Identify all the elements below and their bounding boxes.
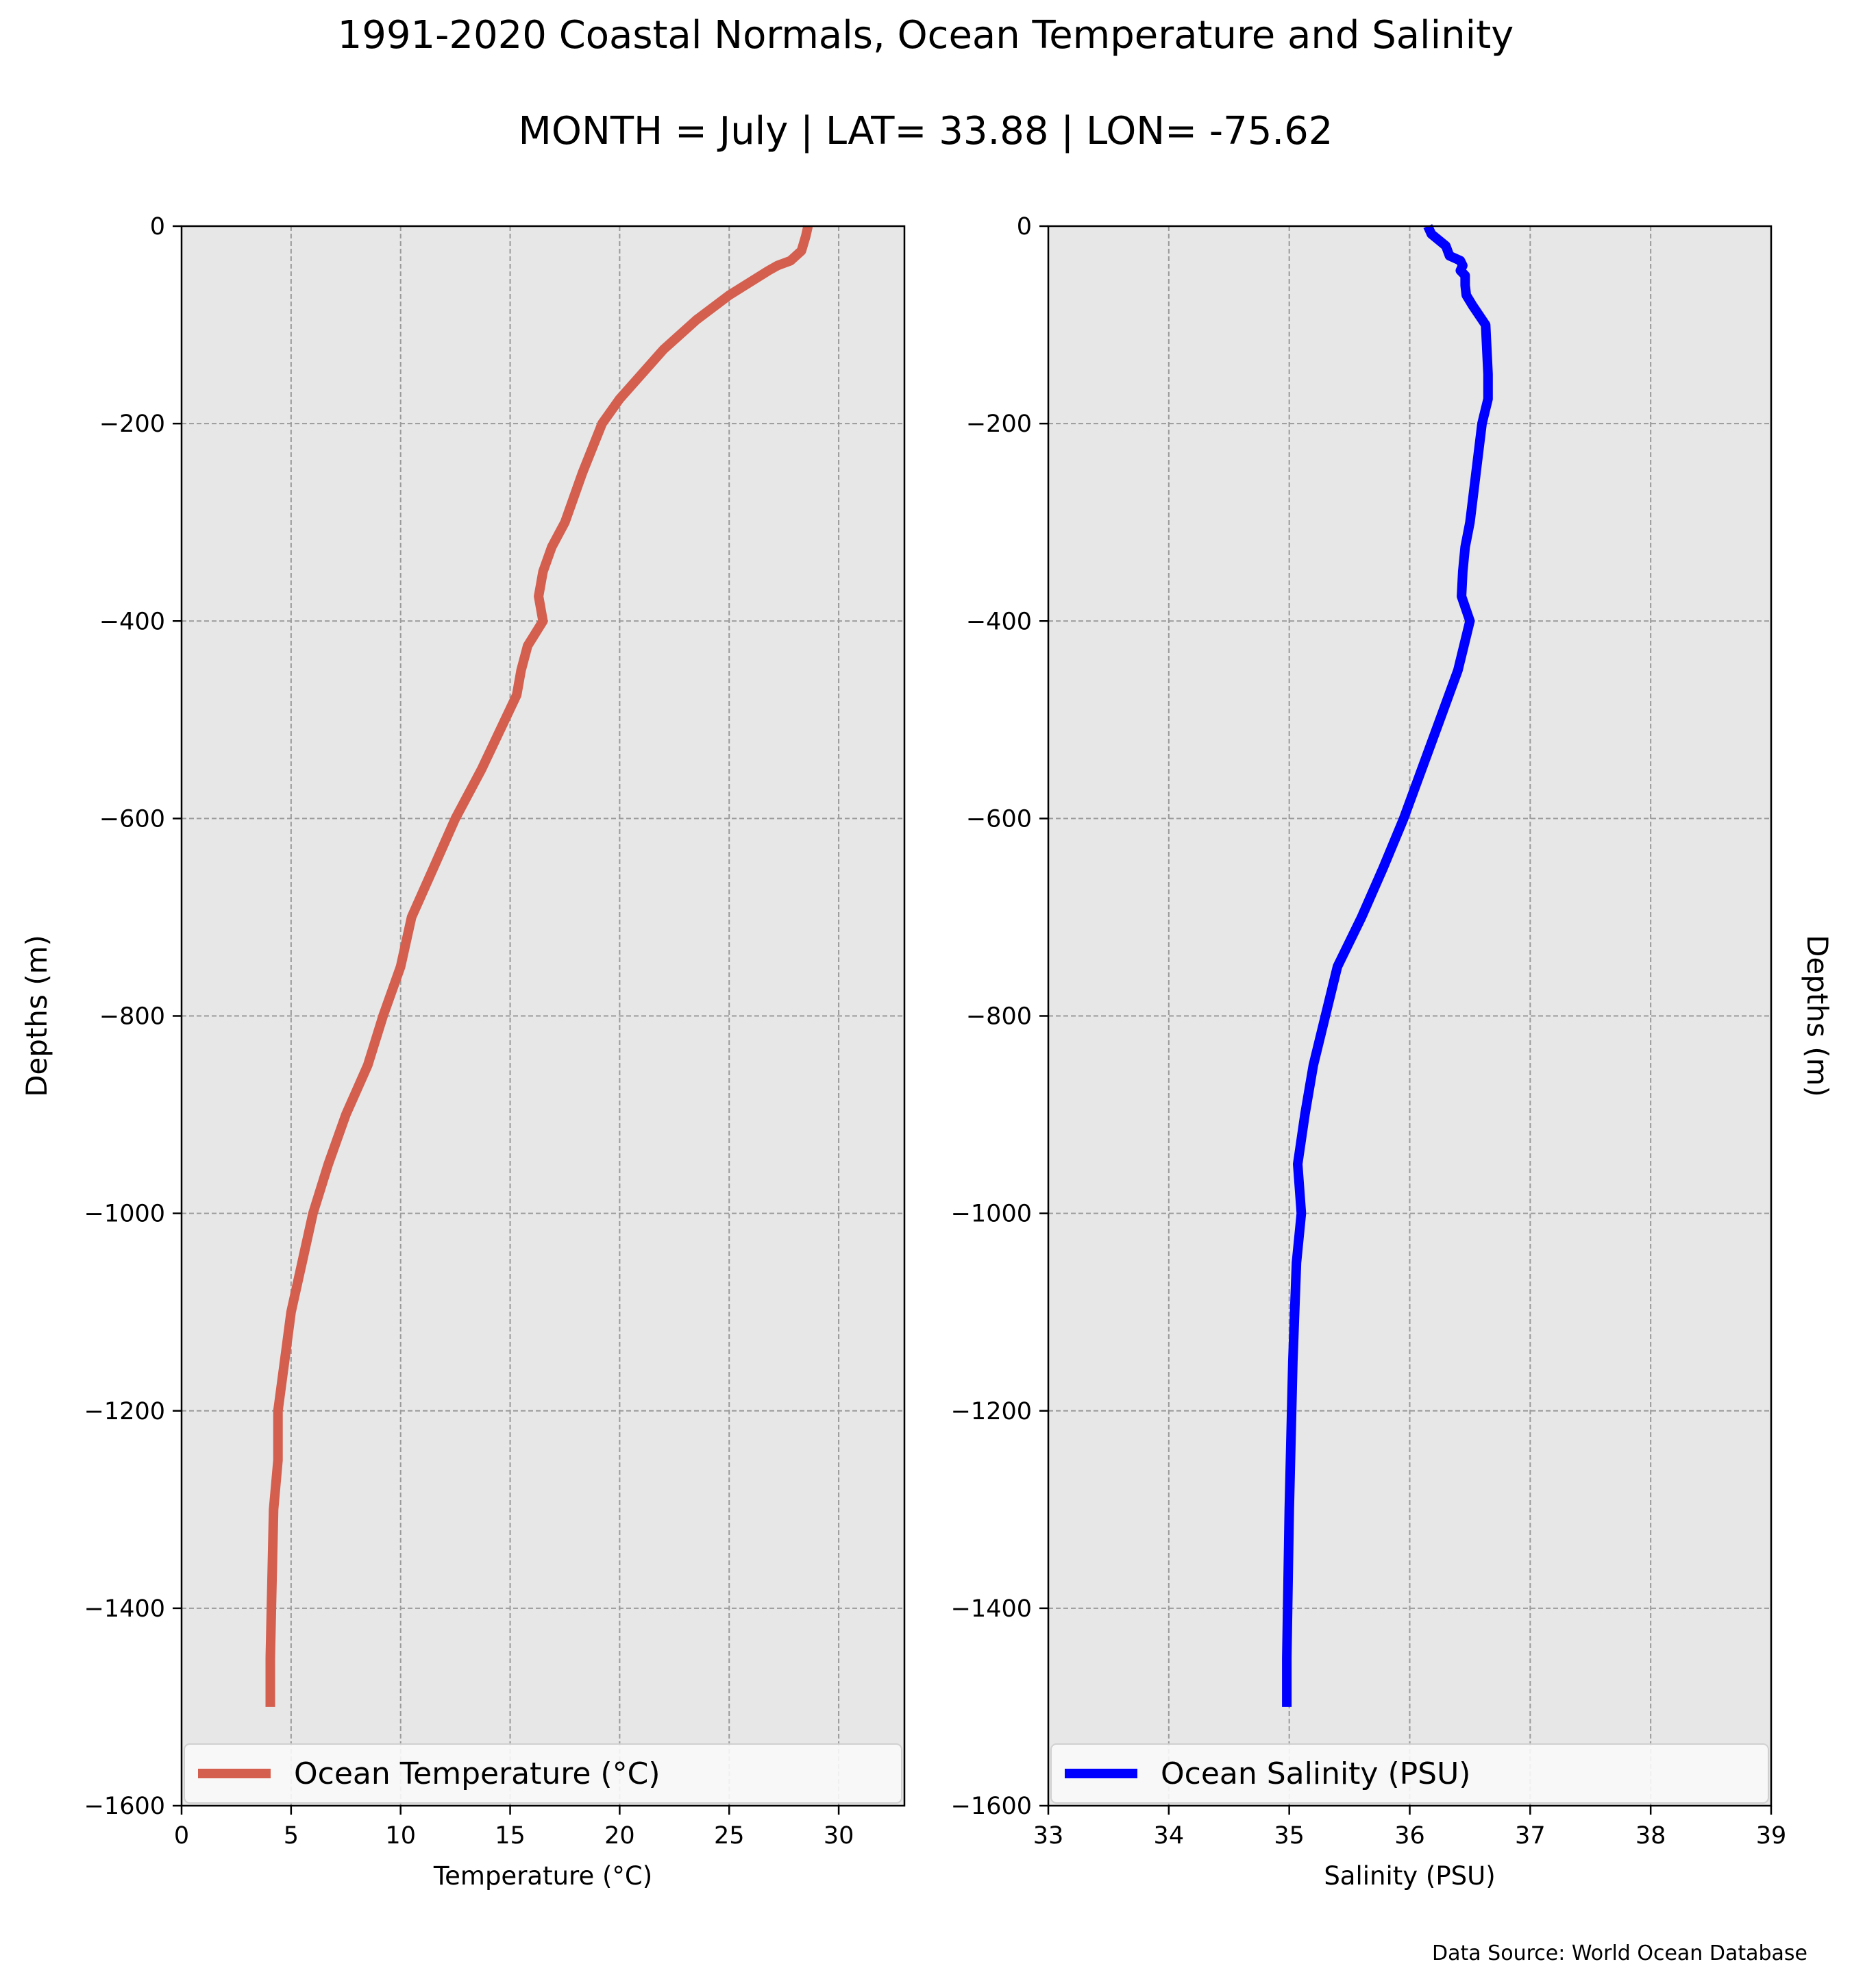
temperature-y-tick-label: −1400 (84, 1595, 165, 1623)
temperature-y-tick-label: −1000 (84, 1201, 165, 1228)
data-source-note: Data Source: World Ocean Database (1432, 1941, 1807, 1965)
temperature-legend: Ocean Temperature (°C) (184, 1743, 902, 1804)
temperature-x-tick-label: 10 (385, 1822, 416, 1850)
temperature-x-tick-label: 15 (495, 1822, 526, 1850)
temperature-x-tick-label: 25 (714, 1822, 745, 1850)
salinity-x-tick-label: 38 (1635, 1822, 1666, 1850)
temperature-y-tick-label: −600 (99, 805, 165, 833)
salinity-y-tick-label: −1000 (951, 1201, 1032, 1228)
salinity-y-tick-label: −600 (966, 805, 1032, 833)
salinity-y-tick-label: −800 (966, 1003, 1032, 1031)
temperature-y-tick-label: −800 (99, 1003, 165, 1031)
salinity-legend-box (1050, 1743, 1769, 1804)
salinity-series-line (1282, 224, 1493, 1707)
salinity-legend-label: Ocean Salinity (PSU) (1161, 1756, 1470, 1791)
temperature-legend-label: Ocean Temperature (°C) (294, 1756, 660, 1791)
salinity-y-axis-label: Depths (m) (1801, 935, 1834, 1097)
temperature-x-axis-label: Temperature (°C) (433, 1861, 652, 1891)
temperature-x-tick-label: 20 (604, 1822, 635, 1850)
salinity-y-tick-label: −200 (966, 410, 1032, 438)
salinity-chart: 33 34 35 36 37 38 39 0 −200 −400 −600 −800 −1000 −120… (951, 213, 1834, 1891)
temperature-y-tick-label: −1200 (84, 1398, 165, 1425)
temperature-y-tick-label: −1600 (84, 1793, 165, 1820)
salinity-x-tick-label: 33 (1033, 1822, 1064, 1850)
salinity-legend: Ocean Salinity (PSU) (1050, 1743, 1769, 1804)
temperature-x-tick-label: 0 (174, 1822, 189, 1850)
salinity-x-tick-label: 39 (1756, 1822, 1787, 1850)
salinity-x-tick-label: 34 (1154, 1822, 1185, 1850)
salinity-x-tick-label: 37 (1515, 1822, 1546, 1850)
salinity-y-tick-label: −1600 (951, 1793, 1032, 1820)
temperature-y-tick-label: −400 (99, 608, 165, 635)
temperature-y-tick-label: −200 (99, 410, 165, 438)
temperature-plot-area (182, 226, 904, 1806)
salinity-y-tick-label: −1400 (951, 1595, 1032, 1623)
salinity-x-tick-label: 36 (1394, 1822, 1425, 1850)
temperature-y-tick-label: 0 (150, 213, 165, 241)
salinity-x-tick-label: 35 (1274, 1822, 1305, 1850)
salinity-y-tick-label: −400 (966, 608, 1032, 635)
salinity-y-tick-label: −1200 (951, 1398, 1032, 1425)
salinity-y-tick-label: 0 (1017, 213, 1032, 241)
temperature-series-line (265, 225, 813, 1707)
figure-title: 1991-2020 Coastal Normals, Ocean Tempera… (338, 13, 1514, 58)
temperature-y-axis-label: Depths (m) (20, 935, 53, 1097)
temperature-x-tick-label: 5 (284, 1822, 299, 1850)
charts-container: 0 5 10 15 20 25 30 0 −200 −400 −600 −800 −1000 −1200 −… (20, 213, 1834, 1891)
temperature-chart: 0 5 10 15 20 25 30 0 −200 −400 −600 −800 −1000 −1200 −… (20, 213, 906, 1891)
temperature-legend-box (184, 1743, 902, 1804)
temperature-x-tick-label: 30 (824, 1822, 854, 1850)
salinity-x-axis-label: Salinity (PSU) (1324, 1861, 1495, 1891)
figure-subtitle: MONTH = July | LAT= 33.88 | LON= -75.62 (519, 109, 1333, 154)
